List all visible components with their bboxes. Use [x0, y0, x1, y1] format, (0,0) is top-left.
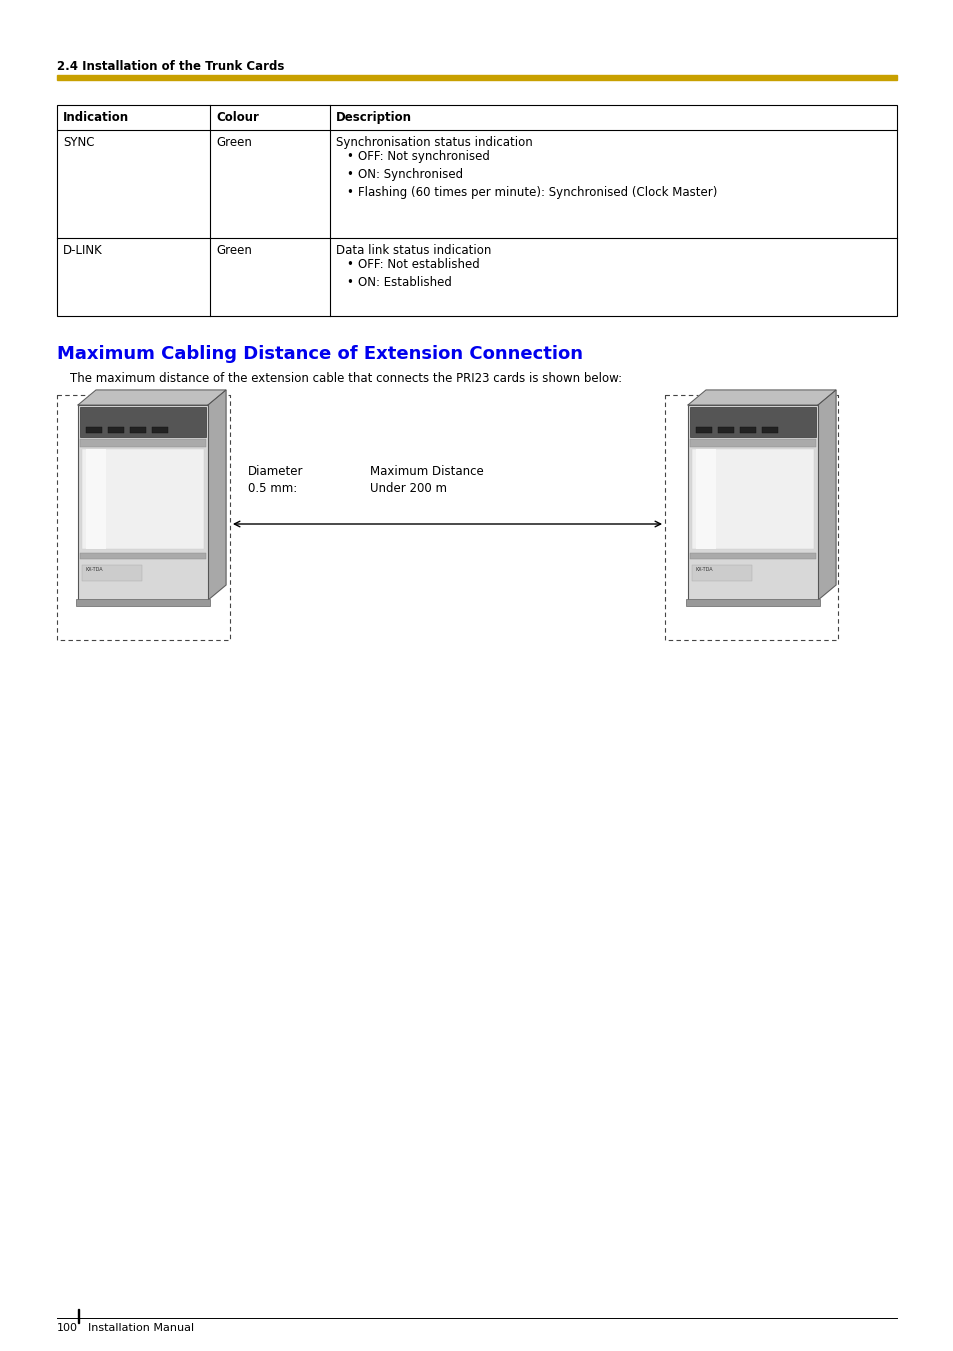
Text: KX-TDA: KX-TDA: [696, 567, 713, 571]
Text: 100: 100: [57, 1323, 78, 1333]
Text: OFF: Not established: OFF: Not established: [357, 258, 479, 272]
Bar: [691, 565, 751, 581]
Text: 2.4 Installation of the Trunk Cards: 2.4 Installation of the Trunk Cards: [57, 59, 284, 73]
Bar: [108, 427, 124, 434]
Bar: [76, 598, 210, 607]
Bar: [80, 553, 206, 559]
Bar: [86, 449, 106, 549]
Text: Synchronisation status indication: Synchronisation status indication: [335, 136, 532, 149]
Text: D-LINK: D-LINK: [63, 245, 103, 257]
Text: 0.5 mm:: 0.5 mm:: [248, 482, 297, 494]
Text: •: •: [346, 276, 353, 289]
Bar: [687, 405, 817, 600]
Text: •: •: [346, 150, 353, 163]
Text: Installation Manual: Installation Manual: [88, 1323, 193, 1333]
Text: Green: Green: [215, 136, 252, 149]
Polygon shape: [817, 390, 835, 600]
Bar: [689, 439, 815, 447]
Bar: [740, 427, 755, 434]
Polygon shape: [687, 390, 835, 405]
Bar: [80, 439, 206, 447]
Text: ON: Synchronised: ON: Synchronised: [357, 168, 462, 181]
Bar: [691, 449, 813, 549]
Bar: [689, 553, 815, 559]
Text: Flashing (60 times per minute): Synchronised (Clock Master): Flashing (60 times per minute): Synchron…: [357, 186, 717, 199]
Bar: [57, 76, 896, 80]
Text: •: •: [346, 186, 353, 199]
Text: The maximum distance of the extension cable that connects the PRI23 cards is sho: The maximum distance of the extension ca…: [70, 372, 621, 385]
Bar: [86, 427, 102, 434]
Bar: [696, 449, 716, 549]
Bar: [57, 105, 896, 316]
Bar: [152, 427, 168, 434]
Bar: [130, 427, 146, 434]
Bar: [761, 427, 778, 434]
Text: KX-TDA: KX-TDA: [86, 567, 104, 571]
Text: Data link status indication: Data link status indication: [335, 245, 491, 257]
Polygon shape: [208, 390, 226, 600]
Bar: [718, 427, 733, 434]
Bar: [696, 427, 711, 434]
Bar: [82, 449, 204, 549]
Bar: [689, 407, 815, 436]
Text: Maximum Cabling Distance of Extension Connection: Maximum Cabling Distance of Extension Co…: [57, 345, 582, 363]
Bar: [685, 598, 820, 607]
Bar: [78, 1309, 79, 1323]
Text: Indication: Indication: [63, 111, 129, 124]
Text: Description: Description: [335, 111, 412, 124]
Text: SYNC: SYNC: [63, 136, 94, 149]
Text: ON: Established: ON: Established: [357, 276, 452, 289]
Bar: [82, 565, 142, 581]
Text: Diameter: Diameter: [248, 465, 303, 478]
Text: •: •: [346, 258, 353, 272]
Text: OFF: Not synchronised: OFF: Not synchronised: [357, 150, 489, 163]
Bar: [80, 407, 206, 436]
Text: Colour: Colour: [215, 111, 258, 124]
Text: Under 200 m: Under 200 m: [370, 482, 447, 494]
Text: Green: Green: [215, 245, 252, 257]
Polygon shape: [78, 390, 226, 405]
Text: Maximum Distance: Maximum Distance: [370, 465, 483, 478]
Text: •: •: [346, 168, 353, 181]
Bar: [78, 405, 208, 600]
